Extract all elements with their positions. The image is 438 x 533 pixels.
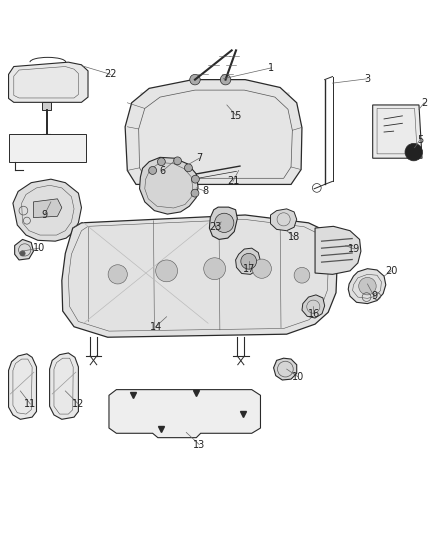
Polygon shape <box>62 215 338 337</box>
Polygon shape <box>9 354 36 419</box>
Circle shape <box>184 164 192 172</box>
Circle shape <box>155 260 177 282</box>
Polygon shape <box>140 157 198 214</box>
Polygon shape <box>209 207 237 239</box>
Circle shape <box>191 189 199 197</box>
Circle shape <box>20 251 25 256</box>
Text: 5: 5 <box>417 135 423 145</box>
Polygon shape <box>109 390 261 438</box>
Polygon shape <box>373 105 422 158</box>
Text: 7: 7 <box>196 153 202 163</box>
Circle shape <box>191 175 199 183</box>
Polygon shape <box>236 248 261 274</box>
Text: 11: 11 <box>24 399 36 409</box>
Text: 9: 9 <box>371 291 377 301</box>
Text: 10: 10 <box>33 243 45 253</box>
Circle shape <box>204 258 226 280</box>
Circle shape <box>405 143 423 161</box>
Polygon shape <box>348 269 386 304</box>
Text: 19: 19 <box>348 244 360 254</box>
Text: 2: 2 <box>421 98 427 108</box>
Text: 6: 6 <box>159 166 165 176</box>
Circle shape <box>108 265 127 284</box>
Polygon shape <box>125 79 302 184</box>
Circle shape <box>149 166 156 174</box>
Text: 18: 18 <box>288 232 300 242</box>
Circle shape <box>173 157 181 165</box>
Circle shape <box>157 158 165 166</box>
Text: 16: 16 <box>308 309 320 319</box>
Text: 1: 1 <box>268 63 275 73</box>
Polygon shape <box>33 199 62 217</box>
Text: 21: 21 <box>227 176 239 187</box>
Text: 14: 14 <box>149 322 162 332</box>
Circle shape <box>220 75 231 85</box>
Circle shape <box>294 268 310 283</box>
Polygon shape <box>302 295 325 318</box>
Text: 13: 13 <box>193 440 205 450</box>
Circle shape <box>359 277 376 295</box>
Polygon shape <box>14 239 33 260</box>
Text: 22: 22 <box>105 69 117 79</box>
Polygon shape <box>49 353 78 419</box>
Polygon shape <box>13 179 81 241</box>
Polygon shape <box>9 62 88 102</box>
Text: 23: 23 <box>209 222 222 232</box>
Circle shape <box>241 253 257 269</box>
Polygon shape <box>42 102 51 110</box>
Text: 20: 20 <box>385 266 398 276</box>
Text: 9: 9 <box>41 210 47 220</box>
Text: 3: 3 <box>364 74 371 84</box>
Polygon shape <box>10 134 86 161</box>
Circle shape <box>252 259 272 278</box>
Polygon shape <box>271 209 297 231</box>
Circle shape <box>190 75 200 85</box>
Text: 12: 12 <box>72 399 85 409</box>
Text: 10: 10 <box>291 372 304 382</box>
Circle shape <box>215 213 234 232</box>
Text: 8: 8 <box>203 187 209 196</box>
Text: 17: 17 <box>243 264 255 273</box>
Polygon shape <box>315 227 361 274</box>
Polygon shape <box>274 358 297 380</box>
Text: 15: 15 <box>230 111 243 121</box>
